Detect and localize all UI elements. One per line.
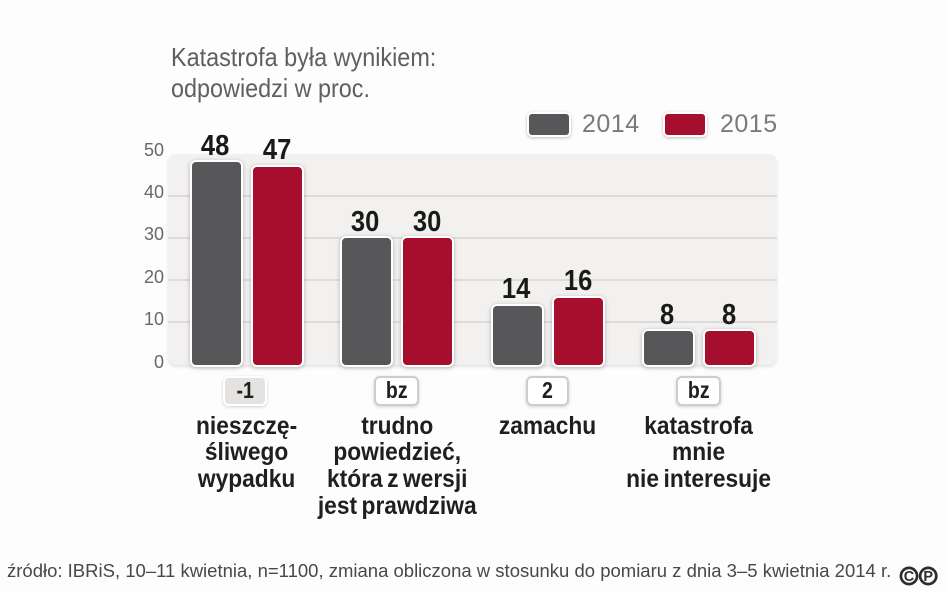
svg-text:C: C [904, 569, 915, 585]
svg-text:P: P [923, 569, 933, 585]
